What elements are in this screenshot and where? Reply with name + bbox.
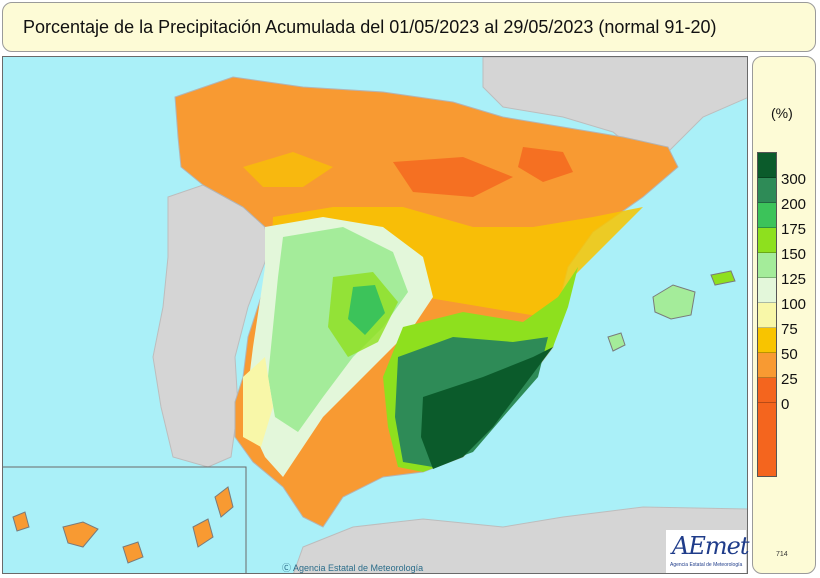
menorca	[710, 270, 736, 286]
logo-wordmark: AEmet	[672, 532, 749, 560]
canary-islands	[12, 486, 234, 564]
legend-swatch	[758, 178, 776, 203]
legend-swatch	[758, 153, 776, 178]
legend-label: 0	[781, 396, 790, 413]
legend-unit: (%)	[771, 105, 793, 121]
map-code: 714	[776, 551, 788, 558]
legend-label: 200	[781, 196, 807, 213]
legend-swatch	[758, 278, 776, 303]
legend-label: 100	[781, 296, 807, 313]
africa-land	[293, 506, 747, 573]
legend-label: 150	[781, 246, 807, 263]
legend-swatch	[758, 403, 776, 476]
zone-300-se	[421, 347, 553, 469]
legend-label: 125	[781, 271, 807, 288]
ibiza	[607, 332, 626, 352]
legend-label: 50	[781, 346, 798, 363]
title-box: Porcentaje de la Precipitación Acumulada…	[2, 2, 816, 52]
legend-color-bar	[757, 152, 777, 477]
logo-subtitle: Agencia Estatal de Meteorología	[670, 562, 743, 568]
legend-swatch	[758, 203, 776, 228]
zone-0-north	[393, 157, 513, 197]
legend-swatch	[758, 328, 776, 353]
zone-0-ne	[518, 147, 573, 182]
zone-175	[348, 285, 385, 335]
legend-swatch	[758, 378, 776, 403]
copyright-credit: Ⓒ Agencia Estatal de Meteorología	[282, 563, 424, 573]
zone-50-north	[243, 152, 333, 187]
precipitation-map	[3, 57, 747, 573]
map-frame	[2, 56, 748, 574]
mallorca	[652, 284, 696, 320]
legend-swatch	[758, 253, 776, 278]
canary-inset-frame	[3, 466, 247, 573]
legend-label: 300	[781, 171, 807, 188]
legend-label: 175	[781, 221, 807, 238]
legend-swatch	[758, 228, 776, 253]
legend-label: 75	[781, 321, 798, 338]
aemet-logo: AEmet Agencia Estatal de Meteorología	[666, 530, 749, 573]
zone-75-west	[243, 357, 273, 447]
map-title: Porcentaje de la Precipitación Acumulada…	[23, 17, 717, 37]
legend-swatch	[758, 353, 776, 378]
legend-swatch	[758, 303, 776, 328]
legend-label: 25	[781, 371, 798, 388]
legend: (%) 300 200 175 150 125 100 75 50 25 0	[752, 56, 816, 574]
